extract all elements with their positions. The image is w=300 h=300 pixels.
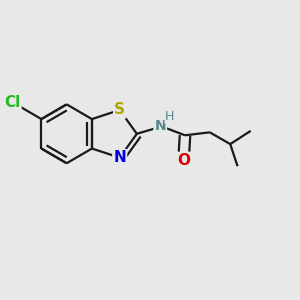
Text: N: N [113,150,126,165]
Text: N: N [154,118,166,133]
Text: Cl: Cl [4,95,20,110]
Text: H: H [165,110,175,123]
Text: O: O [177,153,190,168]
Text: S: S [114,103,125,118]
